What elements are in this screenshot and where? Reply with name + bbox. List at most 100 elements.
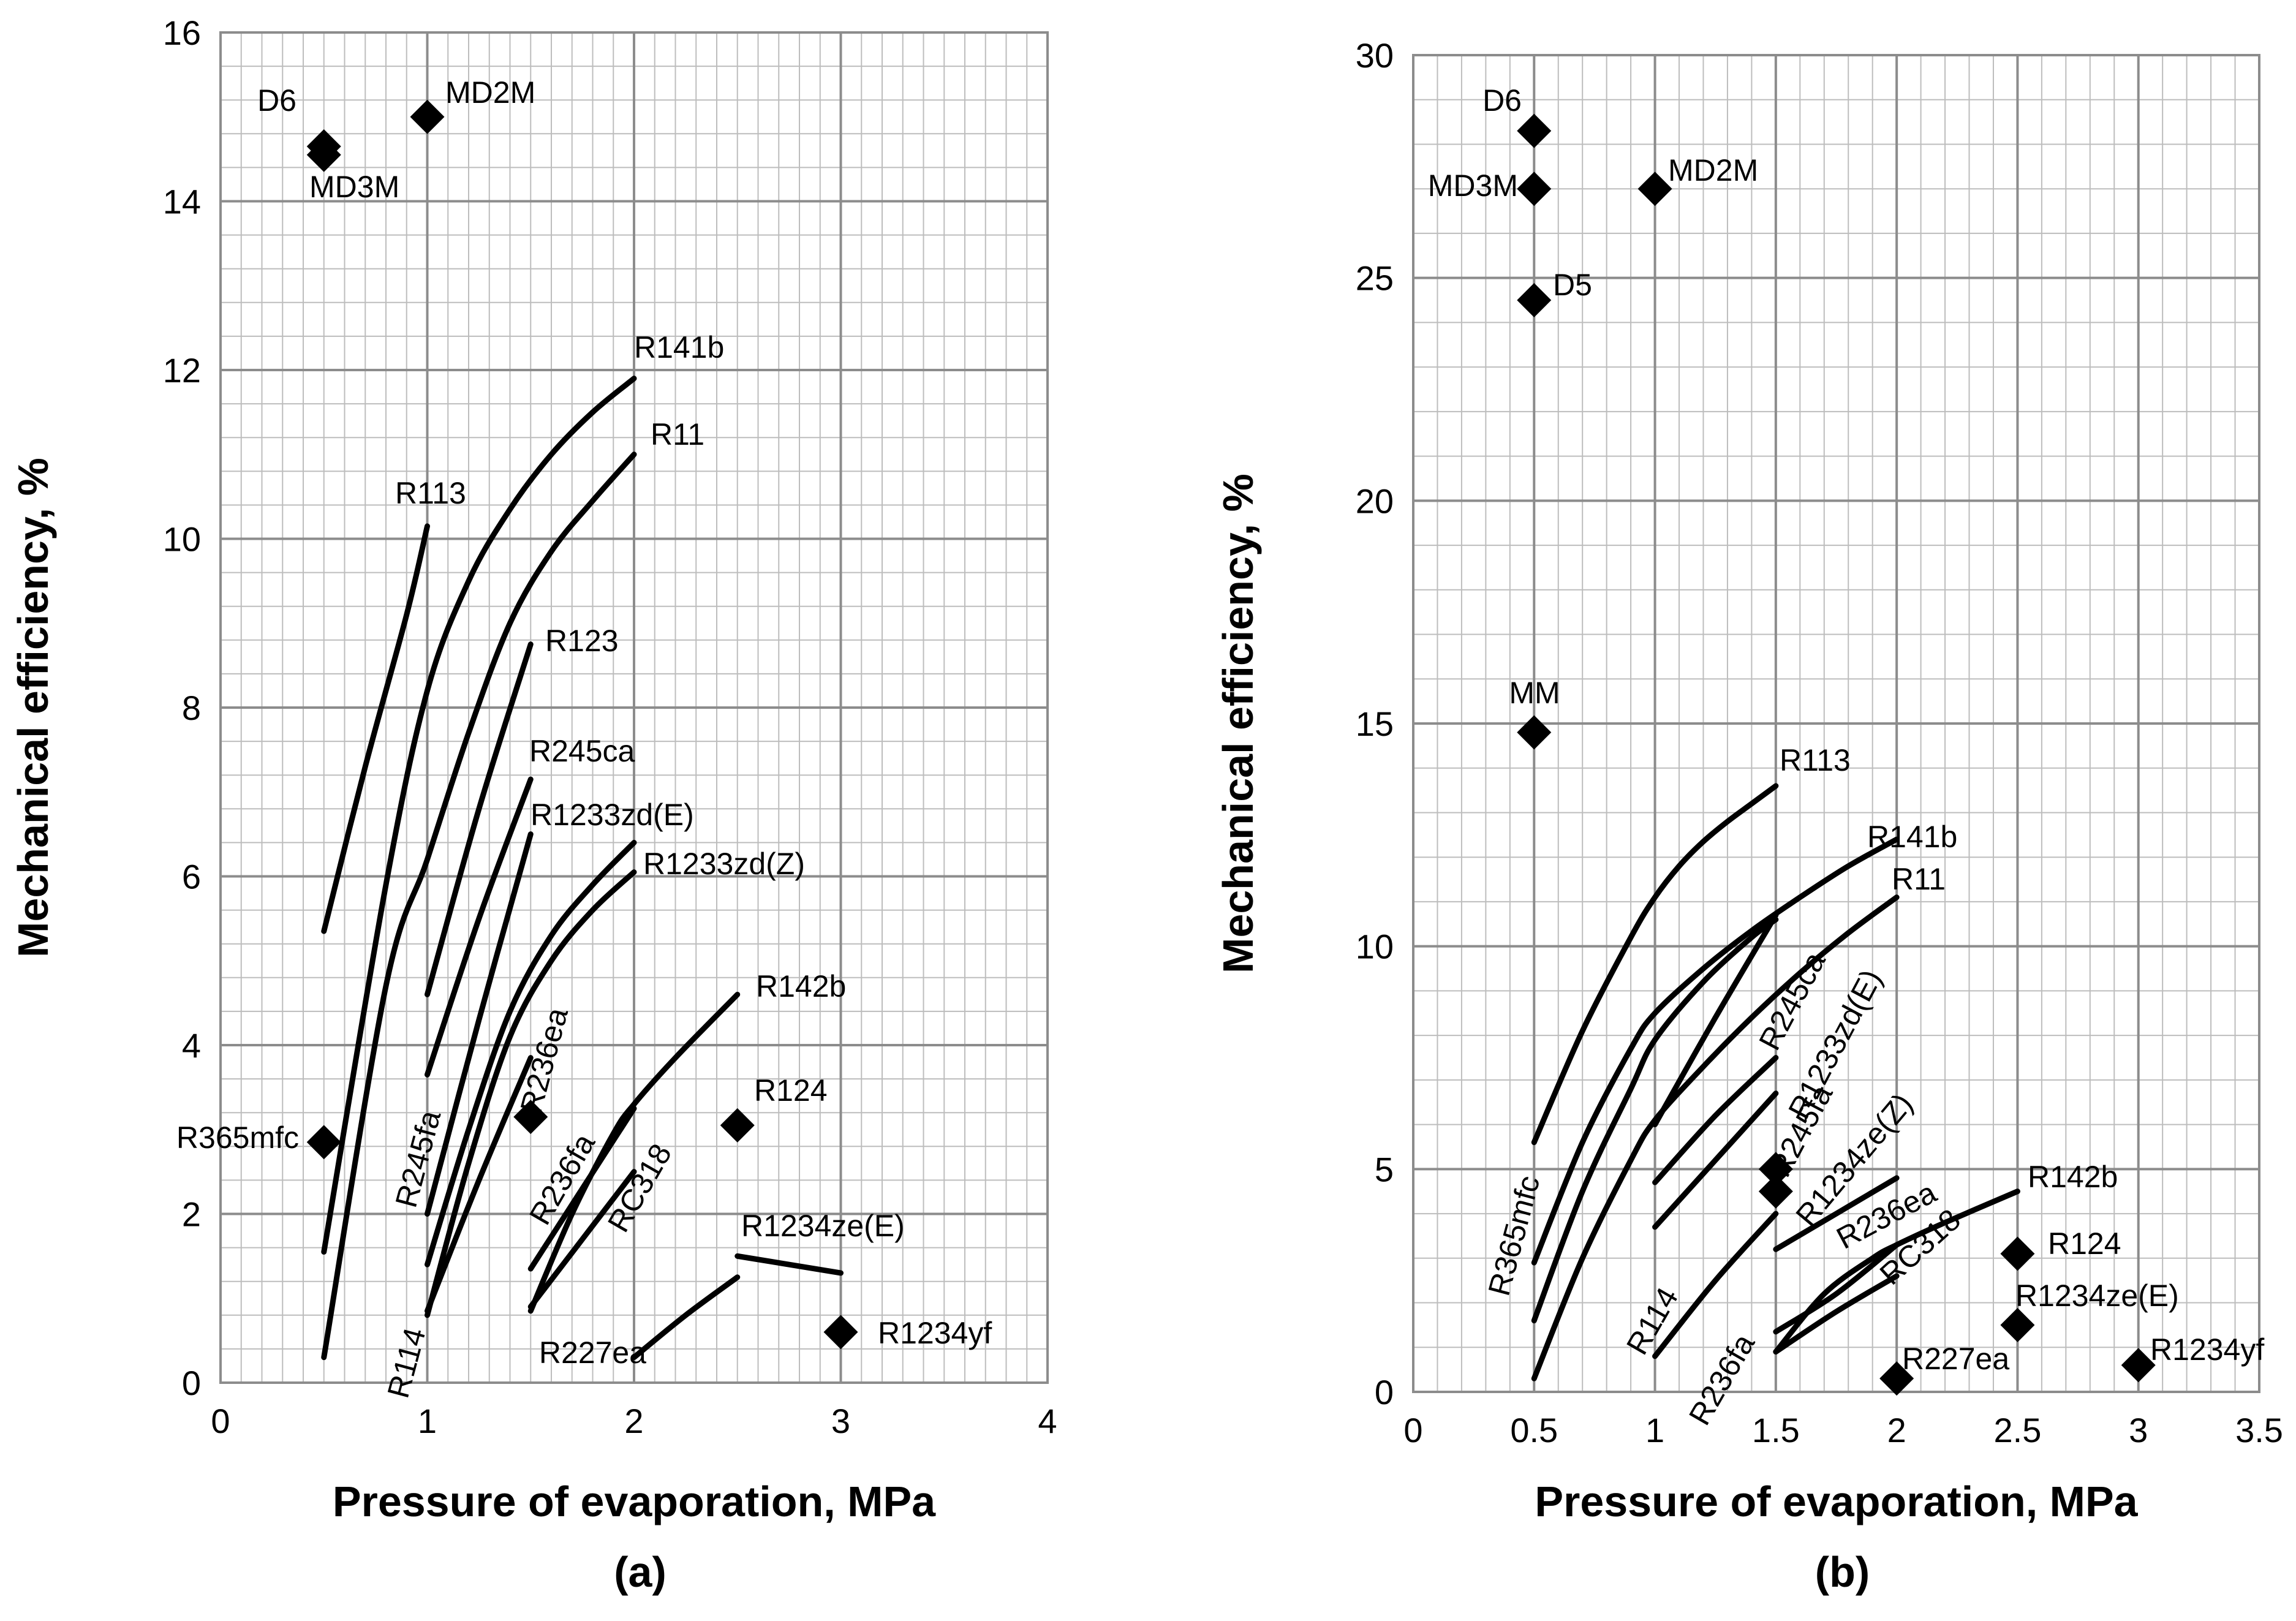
data-label: R141b (634, 330, 724, 365)
data-label: MD2M (1668, 153, 1758, 187)
x-tick-label: 3.5 (2235, 1411, 2283, 1449)
y-tick-label: 8 (182, 689, 201, 727)
point-marker-r245fa (1758, 1174, 1793, 1209)
x-tick-label: 2 (624, 1402, 643, 1440)
x-tick-label: 3 (2129, 1411, 2148, 1449)
y-tick-label: 5 (1375, 1150, 1394, 1188)
point-marker-r1234ze-e- (2000, 1307, 2035, 1342)
series-line-r236ea (425, 1055, 534, 1314)
y-tick-label: 10 (1356, 928, 1394, 966)
data-label: MD2M (445, 75, 535, 110)
data-label: R114 (381, 1324, 432, 1401)
series-line-r142b (527, 991, 741, 1314)
data-label: R124 (2048, 1226, 2121, 1261)
x-tick-label: 1.5 (1752, 1411, 1800, 1449)
data-label: D5 (1553, 268, 1592, 302)
data-label: R142b (756, 969, 846, 1003)
y-tick-label: 12 (163, 351, 201, 390)
series-line-r113 (1531, 783, 1779, 1146)
data-label: R114 (1620, 1282, 1685, 1360)
series-line-r113 (321, 523, 430, 934)
series-line-r236fa (527, 1105, 637, 1272)
y-tick-label: 2 (182, 1195, 201, 1234)
series-line-r11 (321, 452, 637, 1361)
x-tick-label: 2 (1887, 1411, 1906, 1449)
point-marker-r1234yf (823, 1315, 858, 1350)
series-line-r245ca (425, 776, 534, 1078)
point-marker-md2m (1637, 172, 1672, 206)
data-label: R113 (395, 476, 466, 510)
series-line-r245fa (425, 869, 637, 1318)
data-label: D6 (1482, 83, 1522, 118)
series-line-r141b (321, 376, 637, 1255)
x-tick-label: 4 (1038, 1402, 1057, 1440)
series-line-r1234ze-z- (1773, 1175, 1900, 1252)
data-label: R1234yf (2150, 1332, 2264, 1367)
data-label: R236fa (1682, 1328, 1761, 1431)
panel-label: (b) (1815, 1548, 1870, 1596)
series-line-r245ca (1652, 1055, 1779, 1185)
series-line-r1233zd-z- (425, 839, 637, 1268)
data-label: R113 (1780, 743, 1851, 777)
data-label: R1233zd(E) (531, 798, 694, 832)
plot-frame (219, 31, 1049, 1384)
data-label: D6 (257, 83, 296, 118)
data-label: R365mfc (176, 1120, 299, 1155)
gridlines (219, 31, 1049, 1384)
series-line-r141b (1531, 836, 1900, 1266)
data-label: R236ea (514, 1004, 575, 1117)
series-line-r114 (1652, 1211, 1779, 1359)
x-axis-title: Pressure of evaporation, MPa (1535, 1478, 2138, 1525)
data-label: R245fa (389, 1106, 448, 1211)
y-tick-label: 4 (182, 1026, 201, 1065)
data-label: MD3M (1428, 168, 1518, 203)
data-label: R11 (651, 417, 704, 452)
y-tick-label: 10 (163, 520, 201, 559)
panel-label: (a) (614, 1548, 667, 1596)
x-tick-label: 1 (418, 1402, 437, 1440)
point-marker-mm (1517, 715, 1552, 750)
data-label: MD3M (309, 170, 399, 204)
x-tick-label: 1 (1645, 1411, 1664, 1449)
point-marker-d5 (1517, 283, 1552, 318)
series-line-r1233zd-e- (425, 831, 534, 1217)
x-tick-label: 0 (211, 1402, 230, 1440)
series-group (321, 376, 844, 1361)
x-tick-label: 2.5 (1993, 1411, 2041, 1449)
series-line-r11 (1531, 894, 1900, 1381)
x-tick-label: 0.5 (1510, 1411, 1558, 1449)
series-line-r227ea (631, 1274, 741, 1361)
series-line-rc318 (1773, 1273, 1900, 1355)
y-tick-label: 20 (1356, 482, 1394, 520)
data-label: R365mfc (1482, 1172, 1547, 1299)
series-line-r123 (425, 641, 534, 997)
x-tick-label: 3 (831, 1402, 850, 1440)
data-label: R124 (754, 1073, 828, 1108)
gridlines (1412, 54, 2260, 1393)
data-label: R245ca (529, 734, 635, 768)
marker-group (1517, 113, 2156, 1396)
data-label: R227ea (1902, 1342, 2009, 1376)
data-label: R1233zd(Z) (643, 847, 805, 881)
y-tick-label: 14 (163, 183, 201, 221)
y-tick-label: 30 (1356, 36, 1394, 75)
y-tick-label: 15 (1356, 705, 1394, 743)
data-label: R142b (2028, 1160, 2118, 1194)
series-line-r123 (1652, 912, 1779, 1128)
x-axis-title: Pressure of evaporation, MPa (333, 1478, 936, 1525)
annotation-group: D6 MD3M MD2M R141b R11 R113 R123 R245ca R1233zd(… (176, 75, 992, 1402)
series-line-r1233zd-e- (1652, 1090, 1779, 1230)
point-marker-r365mfc (306, 1125, 341, 1160)
point-marker-r227ea (1879, 1361, 1914, 1396)
point-marker-md3m (1517, 172, 1552, 206)
marker-group (306, 99, 858, 1350)
chart-panel-b: 0 0.5 1 1.5 2 2.5 3 3.5 0 5 10 15 20 25 30 Pressure of … (1214, 36, 2283, 1596)
series-line-r236fa (1773, 1242, 1900, 1335)
point-marker-r124 (720, 1108, 755, 1143)
point-marker-md2m (410, 99, 445, 134)
y-tick-label: 0 (182, 1364, 201, 1402)
data-label: R1234yf (878, 1316, 992, 1350)
series-group (1531, 783, 2020, 1381)
